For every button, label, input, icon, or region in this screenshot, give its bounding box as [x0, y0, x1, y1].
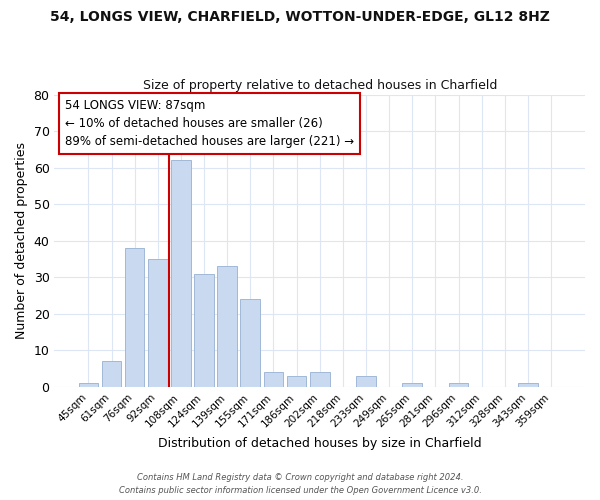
- Bar: [194, 274, 214, 387]
- Bar: [403, 384, 422, 387]
- Bar: [79, 384, 98, 387]
- Title: Size of property relative to detached houses in Charfield: Size of property relative to detached ho…: [143, 79, 497, 92]
- Y-axis label: Number of detached properties: Number of detached properties: [15, 142, 28, 340]
- Bar: [518, 384, 538, 387]
- X-axis label: Distribution of detached houses by size in Charfield: Distribution of detached houses by size …: [158, 437, 482, 450]
- Bar: [101, 362, 121, 387]
- Bar: [449, 384, 469, 387]
- Bar: [310, 372, 329, 387]
- Text: Contains HM Land Registry data © Crown copyright and database right 2024.
Contai: Contains HM Land Registry data © Crown c…: [119, 474, 481, 495]
- Bar: [148, 259, 167, 387]
- Bar: [125, 248, 145, 387]
- Bar: [356, 376, 376, 387]
- Bar: [287, 376, 307, 387]
- Bar: [263, 372, 283, 387]
- Text: 54, LONGS VIEW, CHARFIELD, WOTTON-UNDER-EDGE, GL12 8HZ: 54, LONGS VIEW, CHARFIELD, WOTTON-UNDER-…: [50, 10, 550, 24]
- Text: 54 LONGS VIEW: 87sqm
← 10% of detached houses are smaller (26)
89% of semi-detac: 54 LONGS VIEW: 87sqm ← 10% of detached h…: [65, 99, 354, 148]
- Bar: [241, 299, 260, 387]
- Bar: [171, 160, 191, 387]
- Bar: [217, 266, 237, 387]
